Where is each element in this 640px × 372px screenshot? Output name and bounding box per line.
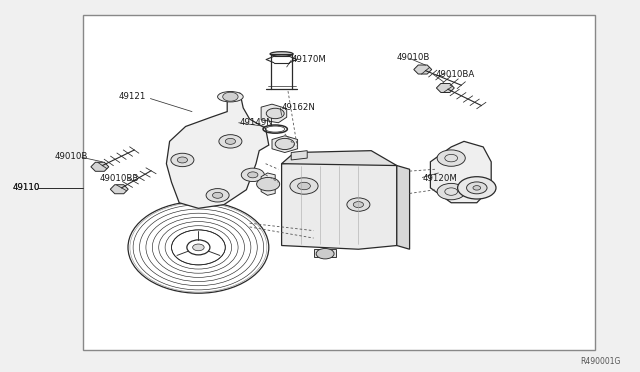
Circle shape [171,153,194,167]
Circle shape [177,157,188,163]
Text: 49170M: 49170M [291,55,326,64]
Text: 49162N: 49162N [282,103,316,112]
Circle shape [193,244,204,251]
Polygon shape [166,93,269,208]
Text: 49110: 49110 [13,183,40,192]
Circle shape [437,183,465,200]
Circle shape [275,138,294,150]
Polygon shape [272,136,298,153]
Circle shape [225,138,236,144]
Ellipse shape [270,52,293,56]
Circle shape [257,177,280,191]
Ellipse shape [218,92,243,102]
Circle shape [347,198,370,211]
Circle shape [458,177,496,199]
Circle shape [212,192,223,198]
Circle shape [467,182,487,194]
Circle shape [298,182,310,190]
Text: 49010B: 49010B [397,53,430,62]
Bar [83,15,595,350]
Circle shape [290,178,318,194]
Circle shape [248,172,258,178]
Text: 49010BA: 49010BA [435,70,474,79]
Polygon shape [291,151,307,160]
Polygon shape [261,104,287,123]
Circle shape [437,150,465,166]
Text: 49121: 49121 [118,92,146,101]
Polygon shape [414,65,432,74]
Polygon shape [314,249,336,257]
Circle shape [219,135,242,148]
Polygon shape [110,185,128,194]
Circle shape [473,186,481,190]
Polygon shape [397,166,410,249]
Polygon shape [282,160,397,249]
Text: R490001G: R490001G [580,357,621,366]
Circle shape [353,202,364,208]
Circle shape [223,92,238,101]
Text: 49149N: 49149N [240,118,274,127]
Polygon shape [91,162,109,171]
Text: 49120M: 49120M [422,174,457,183]
Text: 49110: 49110 [13,183,40,192]
Text: 49010B: 49010B [54,152,88,161]
Circle shape [316,248,334,259]
Circle shape [206,189,229,202]
Circle shape [241,168,264,182]
Text: 49010BB: 49010BB [99,174,139,183]
Polygon shape [282,151,397,166]
Polygon shape [436,83,454,93]
Circle shape [266,108,284,119]
Polygon shape [261,173,275,195]
Polygon shape [430,141,492,203]
